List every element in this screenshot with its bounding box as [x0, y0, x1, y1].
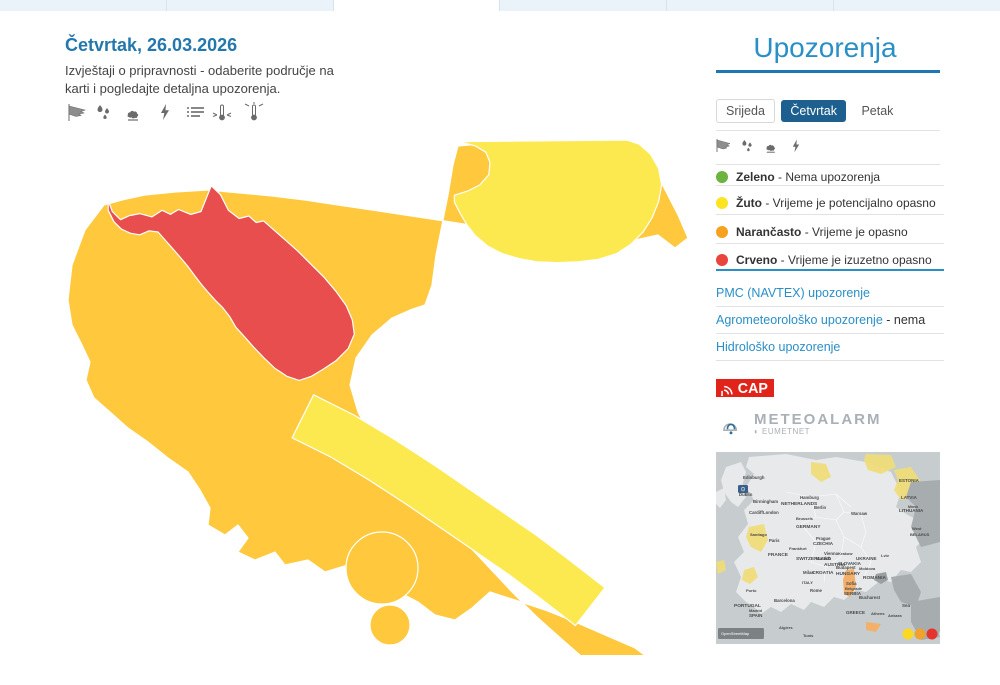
svg-text:Hamburg: Hamburg — [800, 495, 819, 500]
svg-text:Santiago: Santiago — [750, 532, 767, 537]
svg-text:Algiers: Algiers — [779, 625, 793, 630]
svg-text:FRANCE: FRANCE — [768, 552, 789, 558]
svg-text:Edinburgh: Edinburgh — [743, 475, 765, 480]
svg-text:Ankara: Ankara — [888, 613, 902, 618]
svg-text:Bucharest: Bucharest — [859, 595, 881, 600]
svg-text:Vienna: Vienna — [824, 551, 839, 556]
svg-text:West: West — [912, 526, 922, 531]
svg-text:Rome: Rome — [810, 588, 823, 593]
svg-text:LATVIA: LATVIA — [901, 495, 918, 500]
svg-text:GREECE: GREECE — [846, 610, 865, 615]
svg-text:Moldova: Moldova — [859, 566, 876, 571]
svg-text:Warsaw: Warsaw — [851, 511, 868, 516]
svg-text:ITALY: ITALY — [802, 580, 813, 585]
svg-text:CROATIA: CROATIA — [812, 570, 834, 576]
svg-text:BELARUS: BELARUS — [910, 532, 930, 537]
svg-text:OpenStreetMap: OpenStreetMap — [721, 631, 750, 636]
svg-text:Frankfurt: Frankfurt — [789, 546, 807, 551]
svg-text:London: London — [763, 510, 779, 515]
svg-text:Porto: Porto — [746, 588, 757, 593]
svg-text:SPAIN: SPAIN — [749, 613, 762, 618]
svg-text:Paris: Paris — [769, 538, 780, 543]
svg-text:Minsk: Minsk — [908, 505, 918, 509]
svg-text:Sea: Sea — [902, 603, 911, 608]
svg-text:ESTONIA: ESTONIA — [899, 478, 920, 483]
svg-text:Berlin: Berlin — [814, 505, 827, 510]
svg-text:Barcelona: Barcelona — [774, 598, 795, 603]
svg-text:UKRAINE: UKRAINE — [856, 556, 877, 561]
svg-text:Tunis: Tunis — [803, 633, 814, 638]
svg-text:Cardiff: Cardiff — [749, 510, 763, 515]
svg-text:HUNGARY: HUNGARY — [836, 571, 861, 577]
svg-text:NETHERLANDS: NETHERLANDS — [781, 501, 818, 507]
svg-text:Sofia: Sofia — [846, 581, 857, 586]
svg-text:GERMANY: GERMANY — [796, 524, 821, 530]
svg-text:ROMANIA: ROMANIA — [863, 575, 886, 581]
svg-text:Lviv: Lviv — [881, 553, 890, 558]
svg-text:Budapest: Budapest — [836, 565, 856, 570]
svg-text:Dublin: Dublin — [739, 492, 753, 497]
svg-text:Munich: Munich — [816, 556, 831, 561]
svg-text:Krakow: Krakow — [838, 551, 853, 556]
svg-text:Birmingham: Birmingham — [753, 499, 778, 504]
svg-text:Brussels: Brussels — [796, 516, 814, 521]
svg-text:Athens: Athens — [871, 611, 885, 616]
svg-text:CZECHIA: CZECHIA — [813, 541, 834, 546]
